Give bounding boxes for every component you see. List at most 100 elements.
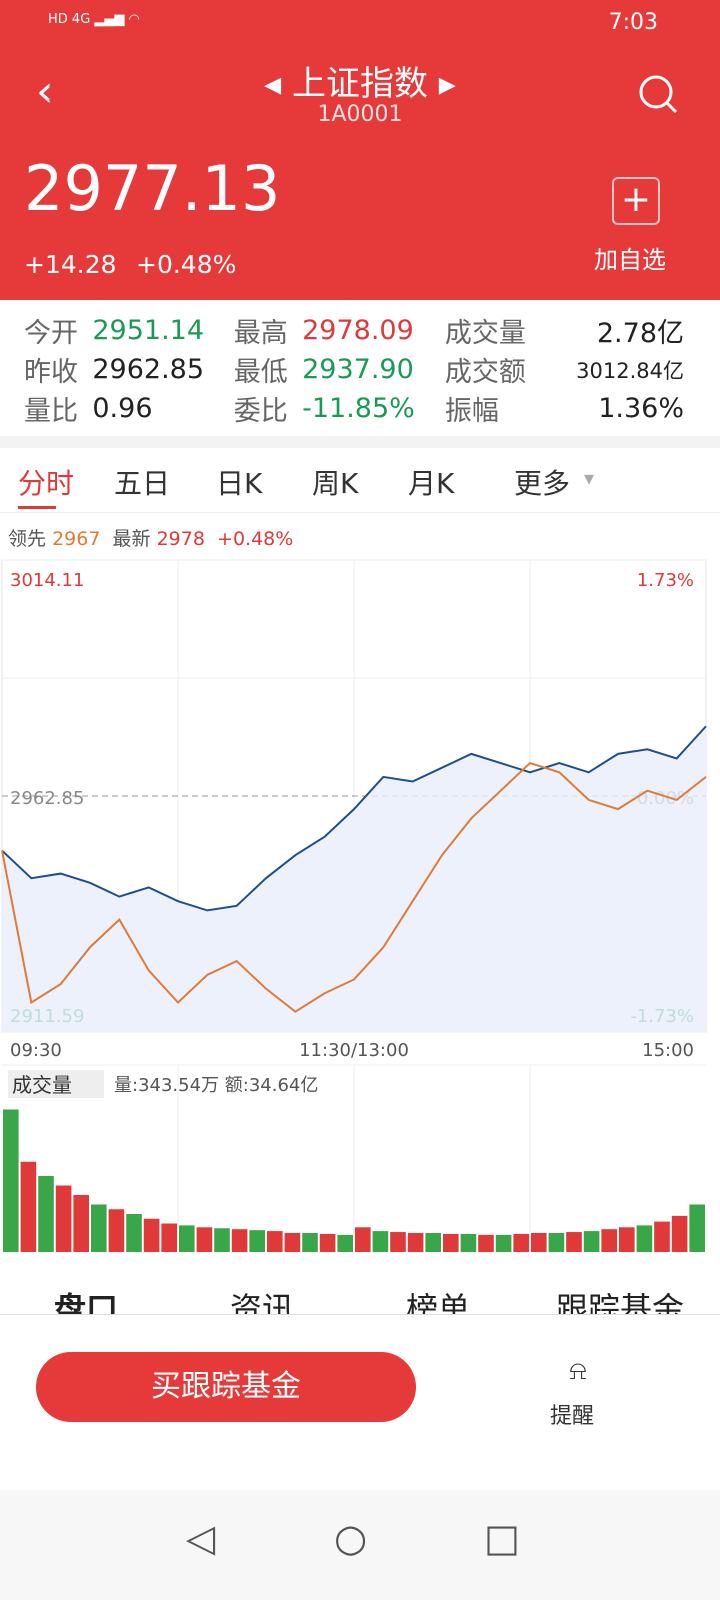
- tab[interactable]: 分时: [18, 467, 75, 500]
- volume-bar: [249, 1230, 265, 1252]
- volume-bar: [443, 1233, 459, 1252]
- stat-label: 最低: [233, 357, 288, 388]
- stat-value: 2978.09: [302, 315, 414, 346]
- volume-bar: [566, 1232, 582, 1252]
- volume-bar: [3, 1109, 19, 1252]
- volume-bar: [390, 1232, 406, 1252]
- volume-bar: [267, 1231, 283, 1252]
- back-button[interactable]: ‹: [36, 66, 54, 117]
- volume-title[interactable]: 成交量: [12, 1073, 72, 1097]
- stat-value: 2.78亿: [596, 318, 684, 349]
- volume-bar: [654, 1221, 670, 1252]
- volume-bar: [55, 1185, 72, 1252]
- volume-bar: [20, 1161, 37, 1252]
- legend-name: 领先: [8, 528, 47, 550]
- volume-bar: [91, 1204, 107, 1252]
- volume-bar: [355, 1227, 371, 1252]
- bottom-tab[interactable]: 榜单: [406, 1290, 471, 1314]
- bottom-tab[interactable]: 跟踪基金: [556, 1290, 685, 1314]
- title: 上证指数: [292, 64, 428, 104]
- tab[interactable]: 五日: [114, 467, 171, 500]
- stat-value: -11.85%: [302, 393, 415, 424]
- divider: [0, 512, 720, 513]
- tab[interactable]: 日K: [216, 467, 263, 500]
- stat-label: 量比: [24, 396, 78, 427]
- line: [1, 725, 707, 912]
- volume-bar: [126, 1214, 142, 1252]
- bottom-tab[interactable]: 资讯: [230, 1290, 295, 1314]
- add-button[interactable]: 加自选: [594, 246, 666, 274]
- volume-bar: [372, 1231, 389, 1252]
- network: 4G: [71, 12, 91, 27]
- legend: 领先 2967 最新 2978 +0.48%: [8, 524, 293, 551]
- nav-bar: ◁ ○ □: [0, 1490, 720, 1600]
- remind-icon[interactable]: ⍾: [569, 1356, 587, 1386]
- volume-bar: [38, 1176, 54, 1252]
- stat-label: 振幅: [444, 396, 499, 427]
- volume-bar: [689, 1204, 705, 1252]
- charts: 成交量 量:343.54万 额:34.64亿 2911.59-1.73%2962…: [1, 559, 707, 1252]
- stats-row: 昨收 2962.85 最低 2937.90 成交额 3012.84亿: [24, 350, 684, 389]
- stat-value: 2951.14: [92, 315, 205, 346]
- x-tick-label: 09:30: [10, 1040, 62, 1061]
- status-icons: HD 4G ▂▄▆ ◠: [48, 12, 140, 27]
- volume-bar: [196, 1227, 213, 1252]
- y-tick-label: 2962.85: [10, 788, 84, 809]
- volume-bar: [337, 1234, 353, 1252]
- legend-value: 2967: [52, 528, 101, 550]
- stat-label: 昨收: [24, 357, 78, 388]
- volume-bar: [108, 1209, 125, 1252]
- stat-label: 今开: [24, 318, 78, 349]
- volume-bar: [407, 1233, 424, 1252]
- stat-label: 成交额: [444, 357, 526, 388]
- volume-bar: [619, 1227, 635, 1252]
- divider: [0, 436, 720, 448]
- stat-value: 2937.90: [302, 354, 414, 385]
- search-button[interactable]: [636, 72, 680, 116]
- tab[interactable]: 月K: [408, 467, 455, 500]
- title-row: ◂ 上证指数 ▸: [264, 64, 456, 104]
- volume-bar: [143, 1218, 160, 1252]
- volume-bar: [231, 1229, 248, 1252]
- stat-label: 委比: [233, 396, 288, 427]
- stat-label: 成交量: [444, 318, 526, 349]
- tab[interactable]: 周K: [312, 467, 359, 500]
- tab[interactable]: 更多: [514, 467, 571, 500]
- stat-value: 1.36%: [598, 393, 684, 424]
- volume-bar: [583, 1231, 600, 1252]
- change-pct: +0.48%: [136, 250, 237, 279]
- legend-value: 2978: [156, 528, 205, 550]
- volume-bar: [73, 1195, 89, 1252]
- volume-bar: [531, 1233, 547, 1252]
- volume-bar: [513, 1233, 529, 1252]
- stats-row: 量比 0.96 委比 -11.85% 振幅 1.36%: [24, 389, 684, 428]
- tab-arrow: ▾: [584, 466, 595, 490]
- tab-underline: [18, 506, 56, 509]
- stat-value: 3012.84亿: [576, 358, 684, 383]
- volume-summary: 量:343.54万 额:34.64亿: [114, 1075, 318, 1096]
- buy-button[interactable]: 买跟踪基金: [36, 1352, 416, 1422]
- change: +14.28: [24, 250, 117, 279]
- add-icon[interactable]: +: [612, 177, 660, 225]
- clock: 7:03: [608, 10, 658, 35]
- stat-label: 最高: [233, 318, 288, 349]
- volume-bar: [495, 1234, 512, 1252]
- volume-bar: [319, 1233, 336, 1252]
- volume-bar: [478, 1234, 494, 1252]
- stat-value: 2962.85: [92, 354, 205, 385]
- y-tick-label: 3014.11: [10, 570, 84, 591]
- code: 1A0001: [317, 102, 403, 127]
- line: [1, 761, 707, 1013]
- header: HD 4G ▂▄▆ ◠ 7:03 ‹ ◂ 上证指数 ▸ 1A0001 2977.…: [0, 0, 720, 300]
- volume-bar: [302, 1233, 318, 1252]
- volume-bar: [601, 1229, 617, 1252]
- remind[interactable]: 提醒: [550, 1404, 595, 1429]
- bottom-tab[interactable]: 盘口: [54, 1290, 119, 1314]
- volume-bar: [161, 1223, 177, 1252]
- stat-value: 0.96: [92, 393, 153, 424]
- divider: [0, 1314, 720, 1315]
- legend-pct: +0.48%: [217, 528, 294, 550]
- volume-bar: [425, 1233, 441, 1252]
- bottom-tabs: 盘口 资讯 榜单 跟踪基金: [0, 1270, 720, 1314]
